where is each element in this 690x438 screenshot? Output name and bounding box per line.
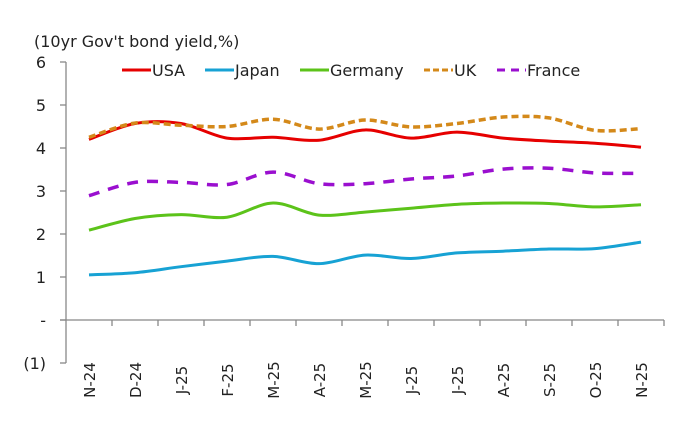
x-tick-label: N-24 [81, 362, 99, 398]
y-tick-label: 5 [36, 96, 46, 115]
legend-label: Japan [234, 61, 280, 80]
x-axis: N-24 D-24 J-25 F-25 M-25 A-25 M-25 J-25 J-25 A-25… [60, 319, 665, 399]
chart-title: (10yr Gov't bond yield,%) [34, 32, 239, 51]
y-tick-label: 4 [36, 139, 46, 158]
y-tick-label: 1 [36, 268, 46, 287]
x-tick-label: N-25 [633, 362, 651, 398]
legend-item-france: France [497, 61, 580, 80]
legend-label: France [527, 61, 580, 80]
x-tick-label: M-25 [357, 361, 375, 398]
series-line-japan [88, 240, 642, 277]
series-line-germany [88, 201, 642, 232]
x-tick-label: A-25 [495, 363, 513, 397]
y-tick-label: 2 [36, 225, 46, 244]
series-japan [88, 240, 642, 277]
legend-item-usa: USA [122, 61, 185, 80]
legend-item-germany: Germany [300, 61, 404, 80]
legend-label: UK [454, 61, 477, 80]
series-germany [88, 201, 642, 232]
y-tick-label: - [40, 311, 46, 330]
series-usa [88, 120, 642, 149]
x-tick-label: A-25 [311, 363, 329, 397]
series-line-uk [88, 114, 642, 139]
series-france [88, 166, 642, 198]
x-tick-label: O-25 [587, 362, 605, 399]
y-tick-label: 6 [36, 53, 46, 72]
series-line-usa [88, 120, 642, 149]
y-tick-label: (1) [23, 354, 46, 373]
legend-label: Germany [330, 61, 404, 80]
x-tick-label: M-25 [265, 361, 283, 398]
series-layer [88, 114, 642, 277]
series-uk [88, 114, 642, 139]
x-tick-label: J-25 [449, 366, 467, 395]
legend-label: USA [152, 61, 185, 80]
x-tick-label: S-25 [541, 363, 559, 397]
legend-item-uk: UK [424, 61, 477, 80]
legend: USA Japan Germany UK France [122, 61, 580, 80]
x-tick-label: D-24 [127, 362, 145, 398]
series-line-france [88, 166, 642, 198]
y-axis: (1) - 1 2 3 4 5 6 [23, 53, 67, 373]
y-tick-label: 3 [36, 182, 46, 201]
x-tick-label: J-25 [403, 366, 421, 395]
legend-item-japan: Japan [205, 61, 280, 80]
x-tick-label: F-25 [219, 363, 237, 396]
x-tick-label: J-25 [173, 366, 191, 395]
